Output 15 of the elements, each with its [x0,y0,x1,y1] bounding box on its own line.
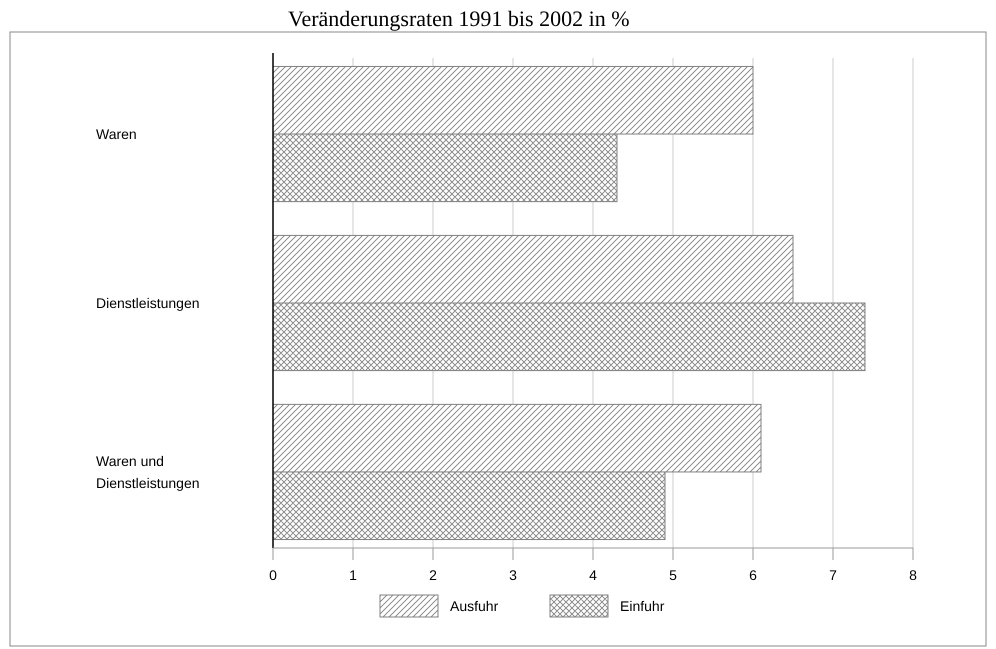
legend-label: Einfuhr [620,598,665,614]
x-tick-label: 6 [749,567,758,583]
y-tick-label: Waren und Dienstleistungen [96,452,200,491]
legend-label: Ausfuhr [450,598,499,614]
x-tick-label: 7 [829,567,838,583]
x-tick-label: 3 [509,567,518,583]
chart-title: Veränderungsraten 1991 bis 2002 in % [288,6,630,31]
x-tick-label: 1 [349,567,358,583]
x-tick-label: 4 [589,567,598,583]
x-tick-label: 5 [669,567,678,583]
y-tick-label: Waren [96,126,137,142]
x-tick-label: 0 [269,567,278,583]
x-tick-label: 2 [429,567,438,583]
x-tick-label: 8 [909,567,918,583]
y-tick-label: Dienstleistungen [96,295,200,311]
